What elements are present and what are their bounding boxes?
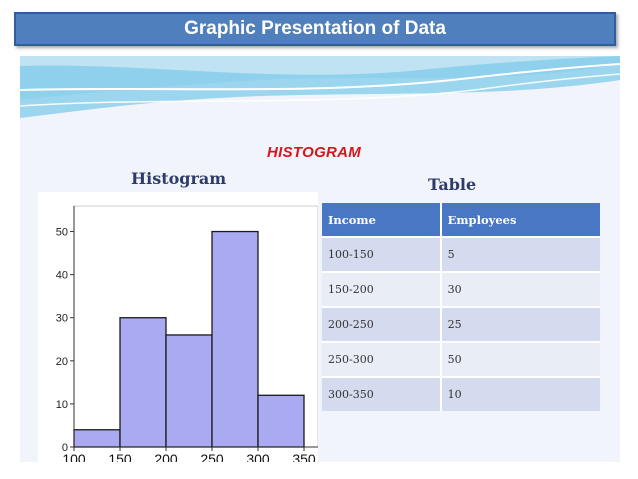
table-row: 200-250 25: [322, 306, 600, 342]
employees-column-header: Employees: [440, 203, 600, 237]
table-row: 100-150 5: [322, 236, 600, 272]
x-tick-label: 100: [62, 451, 86, 462]
income-table: Income Employees 100-150 5 150-200 30 20…: [322, 203, 600, 411]
table-row: 300-350 10: [322, 376, 600, 411]
histogram-panel: 0 10 20 30 40 50 100 150 200 250 300 350: [38, 192, 318, 462]
employees-cell: 25: [440, 306, 600, 342]
x-tick-label: 350: [292, 451, 316, 462]
table-header-row: Income Employees: [322, 203, 600, 237]
income-cell: 150-200: [322, 271, 442, 307]
y-tick-label: 10: [56, 399, 68, 411]
slide-title: Graphic Presentation of Data: [184, 18, 446, 39]
histogram-bar: [165, 334, 213, 448]
y-tick-label: 50: [56, 227, 68, 239]
table-title: Table: [428, 175, 477, 194]
x-tick-label: 150: [108, 451, 132, 462]
histogram-chart-title: Histogram: [131, 169, 227, 188]
income-cell: 100-150: [322, 236, 442, 272]
employees-cell: 10: [440, 376, 600, 411]
income-cell: 300-350: [322, 376, 442, 411]
income-cell: 250-300: [322, 341, 442, 377]
decorative-wave-banner: [20, 56, 620, 118]
income-cell: 200-250: [322, 306, 442, 342]
histogram-bar: [257, 394, 305, 448]
table-row: 250-300 50: [322, 341, 600, 377]
histogram-heading: HISTOGRAM: [267, 144, 362, 161]
histogram-bar: [211, 230, 259, 448]
histogram-bar: [119, 317, 167, 448]
y-tick-label: 20: [56, 356, 68, 368]
employees-cell: 5: [440, 236, 600, 272]
histogram-chart: 0 10 20 30 40 50 100 150 200 250 300 350: [56, 205, 318, 462]
employees-cell: 50: [440, 341, 600, 377]
y-tick-label: 30: [56, 313, 68, 325]
income-column-header: Income: [322, 203, 442, 237]
y-tick-label: 40: [56, 270, 68, 282]
employees-cell: 30: [440, 271, 600, 307]
x-tick-label: 250: [200, 451, 224, 462]
y-tick-label: 0: [62, 442, 68, 454]
x-tick-label: 300: [246, 451, 270, 462]
slide-content: HISTOGRAM Histogram Table 0 10 20 30 40 50 100…: [20, 56, 620, 462]
slide-title-bar: Graphic Presentation of Data: [14, 12, 616, 46]
histogram-bar: [73, 429, 121, 448]
table-row: 150-200 30: [322, 271, 600, 307]
x-tick-label: 200: [154, 451, 178, 462]
